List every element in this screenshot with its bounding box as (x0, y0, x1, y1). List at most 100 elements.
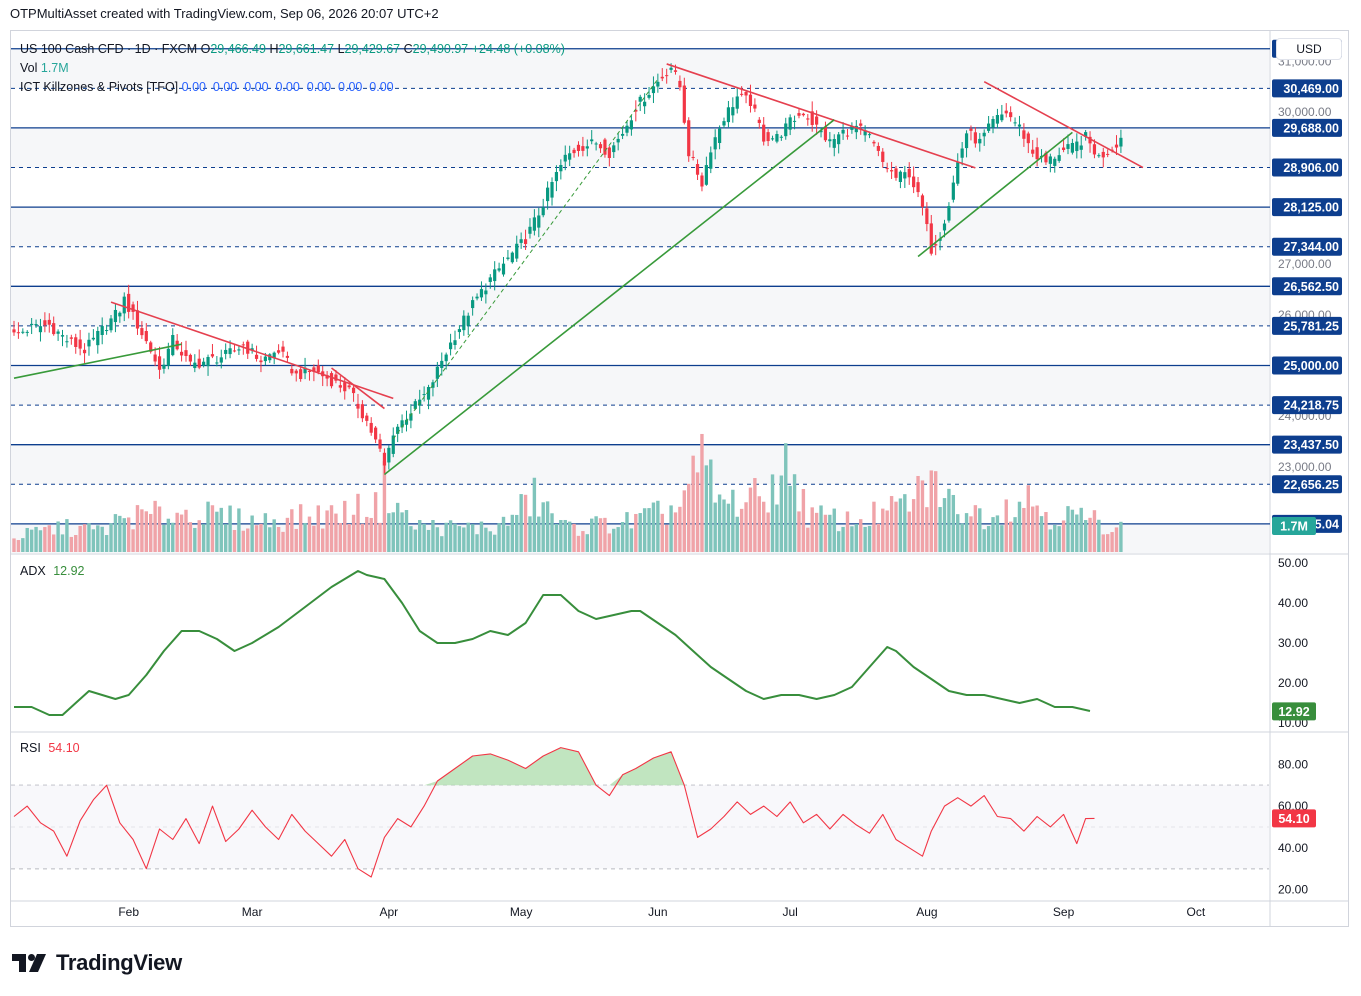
trendline-2 (666, 63, 976, 169)
level-badge-label: 29,688.00 (1283, 121, 1339, 135)
candle-body (338, 385, 342, 388)
candle-body (726, 107, 731, 123)
rsi-label[interactable]: RSI (20, 741, 41, 755)
volume-bar (982, 529, 986, 552)
candle-body (74, 337, 78, 347)
candle-body (964, 133, 969, 149)
candle-body (748, 94, 753, 107)
volume-bar (1048, 529, 1053, 552)
volume-bar (285, 517, 290, 552)
rsi-legend: RSI 54.10 (20, 741, 80, 755)
candle-body (109, 318, 113, 331)
candle-body (237, 349, 241, 351)
volume-bar (259, 523, 263, 552)
volume-bar (748, 487, 753, 552)
volume-bar (678, 506, 682, 552)
candle-body (65, 341, 69, 343)
volume-bar (413, 529, 418, 552)
volume-bar (118, 515, 122, 552)
level-badge-label: 27,344.00 (1283, 240, 1339, 254)
candle-body (351, 387, 356, 394)
candle-body (259, 360, 263, 363)
volume-bar (770, 474, 775, 552)
volume-bar (1070, 509, 1075, 552)
volume-bar (16, 540, 21, 552)
candle-body (643, 101, 647, 107)
candle-body (263, 356, 267, 362)
volume-bar (470, 524, 475, 552)
volume-label[interactable]: Vol (20, 61, 38, 75)
candle-body (713, 137, 717, 150)
candle-body (1088, 136, 1092, 144)
currency-button[interactable]: USD (1276, 38, 1342, 60)
level-badge (1272, 435, 1342, 454)
volume-bar (1105, 534, 1110, 552)
candle-body (885, 168, 889, 170)
volume-value: 1.7M (40, 61, 69, 75)
candle-body (867, 134, 872, 136)
symbol-line: US 100 Cash CFD · 1D · FXCM O29,466.49 H… (20, 40, 565, 59)
candle-body (546, 187, 550, 202)
level-band-12 (11, 48, 1269, 89)
candle-body (268, 354, 272, 361)
candle-body (568, 153, 572, 160)
candle-body (832, 139, 836, 148)
volume-bar (219, 507, 223, 552)
ict-label[interactable]: ICT Killzones & Pivots [TFO] (20, 80, 179, 94)
candle-body (673, 70, 678, 72)
volume-bar (907, 511, 911, 552)
candle-body (171, 335, 175, 356)
volume-bar (660, 513, 664, 552)
candle-body (144, 331, 148, 342)
volume-bar (479, 521, 484, 552)
candle-body (166, 348, 170, 366)
candle-body (881, 151, 885, 162)
volume-bar (400, 512, 404, 552)
volume-bar (153, 500, 157, 552)
volume-bar (876, 523, 881, 552)
candle-body (647, 94, 651, 98)
volume-bar (87, 523, 91, 552)
symbol-name[interactable]: US 100 Cash CFD · 1D · FXCM (20, 42, 198, 56)
candle-body (894, 168, 898, 178)
rsi-line (13, 747, 1095, 878)
volume-bar (334, 513, 338, 552)
candle-body (488, 277, 492, 282)
candle-body (572, 149, 576, 154)
level-badge-label: 28,125.00 (1283, 201, 1339, 215)
volume-bar (695, 472, 700, 552)
candle-body (1026, 133, 1030, 144)
volume-bar (356, 493, 360, 552)
tradingview-logo[interactable]: TradingView (12, 950, 182, 976)
rsi-value: 54.10 (48, 741, 80, 755)
candle-body (815, 116, 819, 125)
volume-bar (859, 519, 863, 552)
volume-bar (726, 503, 731, 552)
level-badge-label: 26,562.50 (1283, 280, 1339, 294)
volume-bar (920, 480, 925, 552)
volume-bar (448, 520, 453, 552)
candle-body (819, 130, 823, 133)
candle-body (889, 170, 894, 172)
volume-bar (1053, 524, 1057, 552)
volume-bar (731, 489, 735, 552)
volume-bar (82, 524, 87, 552)
volume-bar (801, 489, 806, 552)
volume-bar (991, 517, 995, 552)
level-badge (1272, 118, 1342, 137)
candle-body (484, 290, 488, 295)
candle-body (78, 339, 82, 349)
volume-bar (969, 516, 973, 552)
volume-bar (986, 526, 991, 552)
x-tick-label-oct: Oct (1187, 905, 1206, 919)
volume-bar (704, 465, 709, 552)
adx-label[interactable]: ADX (20, 564, 46, 578)
candle-body (770, 138, 775, 140)
volume-bar (616, 527, 620, 552)
volume-bar (435, 527, 440, 552)
adx-legend: ADX 12.92 (20, 564, 84, 578)
candle-body (193, 362, 197, 369)
candle-body (1079, 145, 1083, 150)
volume-bar (223, 524, 228, 552)
